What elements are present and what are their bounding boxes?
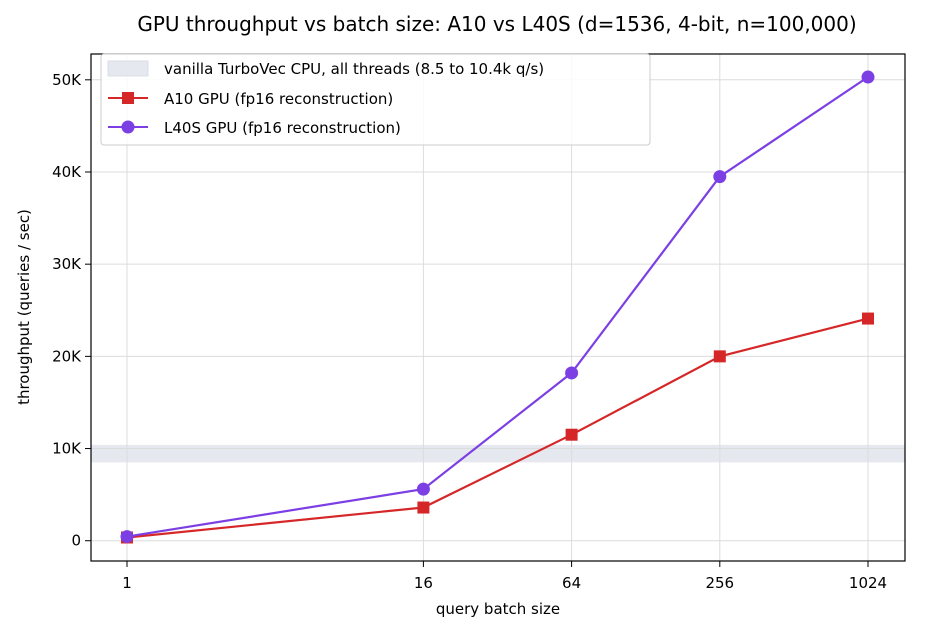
point-l40s-2 (565, 366, 579, 380)
series-line-a10 (126, 317, 869, 539)
x-tick-label-3: 256 (705, 574, 734, 592)
legend-box (100, 53, 651, 146)
x-tick-label-2: 64 (562, 574, 581, 592)
legend-band-swatch (107, 60, 149, 77)
x-tick-label-4: 1024 (849, 574, 887, 592)
point-l40s-0 (120, 530, 134, 544)
legend-a10-marker (122, 92, 134, 104)
y-tick-label-0: 0 (71, 532, 81, 550)
legend: vanilla TurboVec CPU, all threads (8.5 t… (100, 53, 651, 146)
series-line-l40s (126, 76, 869, 538)
cpu-band-layer (91, 444, 905, 463)
legend-l40s-label: L40S GPU (fp16 reconstruction) (164, 119, 401, 137)
y-tick-label-2: 20K (52, 347, 82, 365)
chart-title: GPU throughput vs batch size: A10 vs L40… (137, 12, 856, 36)
series-layer (120, 70, 875, 544)
legend-l40s-marker (121, 120, 135, 134)
point-a10-1 (417, 501, 430, 514)
y-axis-label: throughput (queries / sec) (15, 209, 33, 405)
point-l40s-1 (416, 482, 430, 496)
point-l40s-4 (861, 70, 875, 84)
legend-a10-label: A10 GPU (fp16 reconstruction) (164, 90, 393, 108)
x-tick-label-1: 16 (414, 574, 433, 592)
x-tick-label-0: 1 (122, 574, 132, 592)
point-a10-2 (565, 428, 578, 441)
x-axis-label: query batch size (436, 600, 560, 618)
y-tick-label-3: 30K (52, 255, 82, 273)
y-tick-label-1: 10K (52, 440, 82, 458)
point-a10-3 (713, 350, 726, 363)
point-a10-4 (862, 312, 874, 325)
y-tick-label-5: 50K (52, 71, 82, 89)
point-l40s-3 (713, 170, 727, 184)
tick-layer: 0 10K 20K 30K 40K 50K 1 16 64 256 1024 (52, 71, 887, 592)
y-tick-label-4: 40K (52, 163, 82, 181)
cpu-band (91, 444, 905, 463)
legend-band-label: vanilla TurboVec CPU, all threads (8.5 t… (164, 60, 544, 78)
